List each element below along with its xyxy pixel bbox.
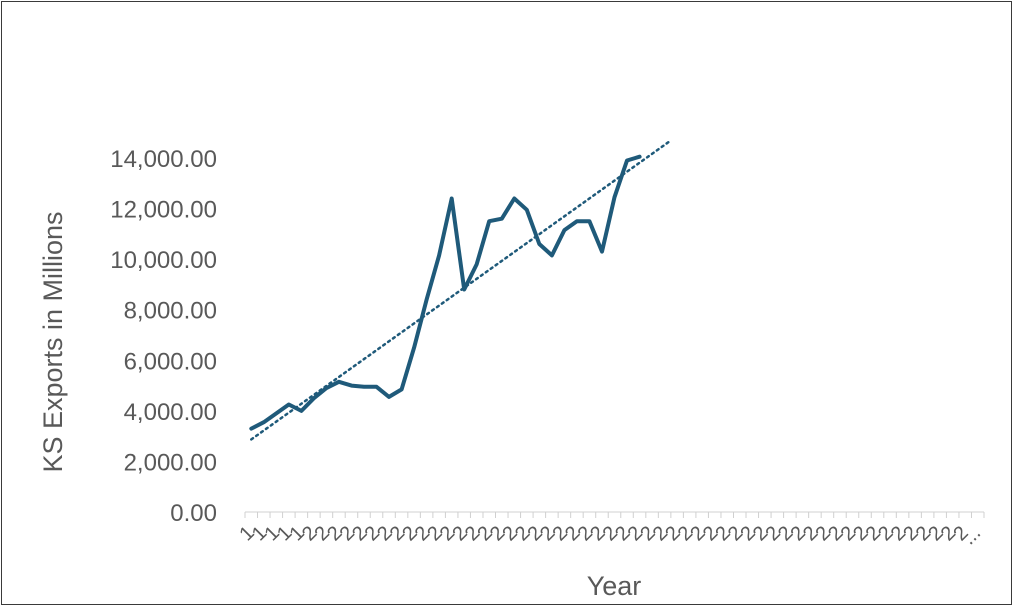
x-axis-ticks bbox=[244, 512, 985, 518]
y-tick-label: 2,000.00 bbox=[124, 449, 217, 476]
x-axis-tick-labels: 1111122222222222222222222222222222222222… bbox=[235, 522, 985, 549]
y-axis-title: KS Exports in Millions bbox=[38, 211, 68, 472]
x-axis-title: Year bbox=[587, 571, 642, 601]
y-tick-label: 6,000.00 bbox=[124, 348, 217, 375]
data-series-line bbox=[249, 154, 642, 431]
x-tick-label: ... bbox=[958, 522, 985, 549]
trendline bbox=[250, 139, 673, 441]
y-tick-label: 10,000.00 bbox=[110, 247, 217, 274]
y-axis-tick-labels: 0.00 2,000.00 4,000.00 6,000.00 8,000.00 10,0… bbox=[110, 146, 217, 527]
y-tick-label: 4,000.00 bbox=[124, 399, 217, 426]
y-tick-label: 12,000.00 bbox=[110, 197, 217, 224]
y-tick-label: 0.00 bbox=[170, 500, 217, 527]
y-tick-label: 14,000.00 bbox=[110, 146, 217, 173]
y-tick-label: 8,000.00 bbox=[124, 298, 217, 325]
